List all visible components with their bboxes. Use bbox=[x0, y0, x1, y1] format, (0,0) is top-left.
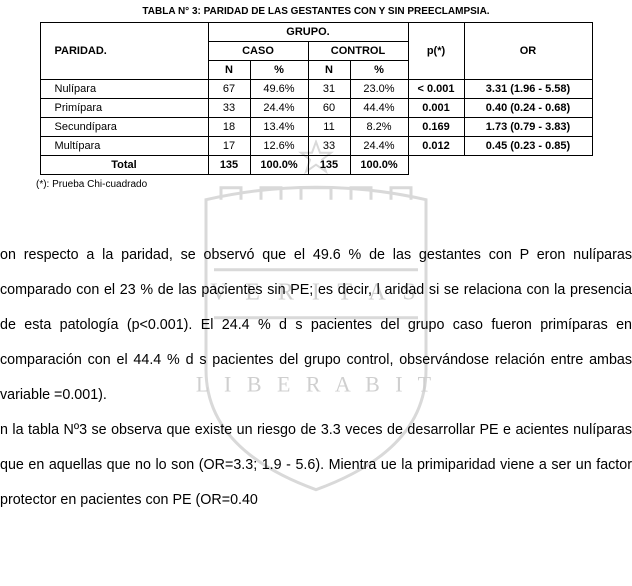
cell-label: Nulípara bbox=[40, 80, 208, 99]
cell-ctrl-pct: 8.2% bbox=[350, 118, 408, 137]
cell-or: 0.45 (0.23 - 0.85) bbox=[464, 137, 592, 156]
cell-ctrl-n: 31 bbox=[308, 80, 350, 99]
th-caso-pct: % bbox=[250, 61, 308, 80]
cell-caso-n: 17 bbox=[208, 137, 250, 156]
th-grupo: GRUPO. bbox=[208, 23, 408, 42]
table-row: Secundípara 18 13.4% 11 8.2% 0.169 1.73 … bbox=[40, 118, 592, 137]
cell-caso-n: 18 bbox=[208, 118, 250, 137]
th-paridad: PARIDAD. bbox=[40, 23, 208, 80]
table-total-row: Total 135 100.0% 135 100.0% bbox=[40, 156, 592, 175]
cell-label: Primípara bbox=[40, 99, 208, 118]
cell-caso-pct: 13.4% bbox=[250, 118, 308, 137]
cell-total-caso-pct: 100.0% bbox=[250, 156, 308, 175]
cell-total-ctrl-pct: 100.0% bbox=[350, 156, 408, 175]
cell-ctrl-n: 60 bbox=[308, 99, 350, 118]
table-footnote: (*): Prueba Chi-cuadrado bbox=[36, 179, 632, 190]
cell-ctrl-n: 11 bbox=[308, 118, 350, 137]
cell-p: 0.169 bbox=[408, 118, 464, 137]
cell-label: Multípara bbox=[40, 137, 208, 156]
th-ctrl-n: N bbox=[308, 61, 350, 80]
cell-or: 1.73 (0.79 - 3.83) bbox=[464, 118, 592, 137]
cell-total-caso-n: 135 bbox=[208, 156, 250, 175]
table-title: TABLA N° 3: PARIDAD DE LAS GESTANTES CON… bbox=[0, 0, 632, 14]
th-control: CONTROL bbox=[308, 42, 408, 61]
th-or: OR bbox=[464, 23, 592, 80]
cell-total-ctrl-n: 135 bbox=[308, 156, 350, 175]
cell-p: < 0.001 bbox=[408, 80, 464, 99]
paragraph-1: on respecto a la paridad, se observó que… bbox=[0, 238, 632, 413]
table-row: Multípara 17 12.6% 33 24.4% 0.012 0.45 (… bbox=[40, 137, 592, 156]
cell-empty bbox=[408, 156, 464, 175]
th-caso-n: N bbox=[208, 61, 250, 80]
cell-caso-pct: 24.4% bbox=[250, 99, 308, 118]
body-text: on respecto a la paridad, se observó que… bbox=[0, 238, 632, 518]
cell-or: 3.31 (1.96 - 5.58) bbox=[464, 80, 592, 99]
cell-caso-pct: 12.6% bbox=[250, 137, 308, 156]
table-body: Nulípara 67 49.6% 31 23.0% < 0.001 3.31 … bbox=[40, 80, 592, 175]
cell-empty bbox=[464, 156, 592, 175]
cell-ctrl-pct: 44.4% bbox=[350, 99, 408, 118]
table-row: Nulípara 67 49.6% 31 23.0% < 0.001 3.31 … bbox=[40, 80, 592, 99]
cell-label: Secundípara bbox=[40, 118, 208, 137]
cell-or: 0.40 (0.24 - 0.68) bbox=[464, 99, 592, 118]
paragraph-2: n la tabla Nº3 se observa que existe un … bbox=[0, 413, 632, 518]
cell-ctrl-n: 33 bbox=[308, 137, 350, 156]
cell-ctrl-pct: 23.0% bbox=[350, 80, 408, 99]
th-p: p(*) bbox=[408, 23, 464, 80]
cell-p: 0.001 bbox=[408, 99, 464, 118]
th-caso: CASO bbox=[208, 42, 308, 61]
table-row: Primípara 33 24.4% 60 44.4% 0.001 0.40 (… bbox=[40, 99, 592, 118]
cell-caso-n: 67 bbox=[208, 80, 250, 99]
paridad-table: PARIDAD. GRUPO. p(*) OR CASO CONTROL N %… bbox=[40, 22, 593, 175]
cell-ctrl-pct: 24.4% bbox=[350, 137, 408, 156]
cell-total-label: Total bbox=[40, 156, 208, 175]
cell-caso-n: 33 bbox=[208, 99, 250, 118]
th-ctrl-pct: % bbox=[350, 61, 408, 80]
cell-p: 0.012 bbox=[408, 137, 464, 156]
cell-caso-pct: 49.6% bbox=[250, 80, 308, 99]
